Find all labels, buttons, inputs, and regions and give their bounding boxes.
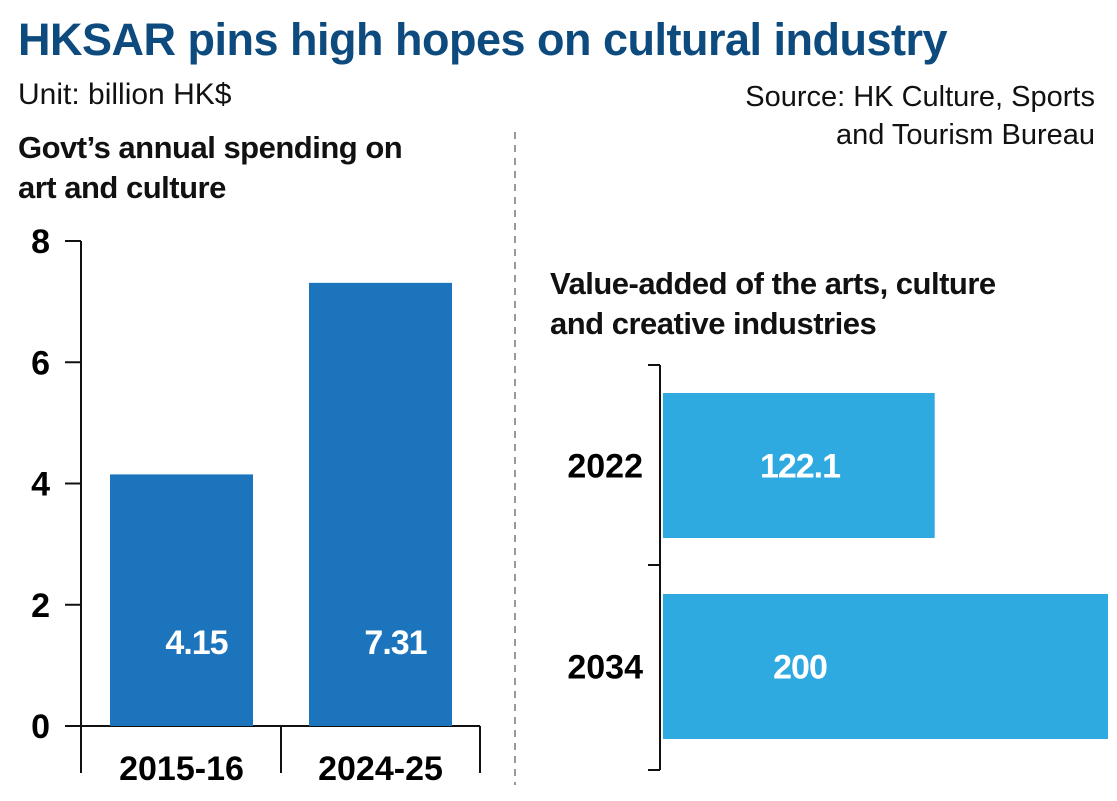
y-tick-label: 6	[31, 344, 50, 382]
bar-2022	[663, 393, 935, 538]
x-tick-label: 2015-16	[119, 750, 244, 788]
x-tick-label: 2024-25	[318, 750, 443, 788]
source-line-2: and Tourism Bureau	[835, 119, 1095, 151]
left-title-line-1: Govt’s annual spending on	[18, 130, 403, 165]
bar-value-label: 4.15	[165, 624, 227, 662]
chart-title: HKSAR pins high hopes on cultural indust…	[18, 14, 948, 65]
left-chart-title: Govt’s annual spending on art and cultur…	[18, 128, 403, 208]
y-tick-label: 4	[31, 466, 50, 504]
unit-label: Unit: billion HK$	[18, 78, 232, 111]
y-tick-label: 0	[31, 708, 50, 746]
bar-value-label: 200	[773, 649, 827, 687]
y-tick-label: 8	[31, 223, 50, 261]
category-label: 2034	[567, 649, 643, 687]
right-title-line-2: and creative industries	[550, 306, 877, 341]
bar-value-label: 122.1	[760, 448, 840, 486]
source-note: Source: HK Culture, Sports and Tourism B…	[745, 78, 1095, 154]
bar-value-label: 7.31	[364, 624, 426, 662]
source-line-1: Source: HK Culture, Sports	[745, 81, 1095, 113]
bar-2015-16	[110, 474, 253, 726]
category-label: 2022	[567, 448, 643, 486]
left-title-line-2: art and culture	[18, 170, 226, 205]
right-chart-title: Value-added of the arts, culture and cre…	[550, 264, 996, 344]
right-title-line-1: Value-added of the arts, culture	[550, 266, 996, 301]
bar-2034	[663, 594, 1108, 739]
bar-2024-25	[309, 282, 452, 726]
y-tick-label: 2	[31, 587, 50, 625]
